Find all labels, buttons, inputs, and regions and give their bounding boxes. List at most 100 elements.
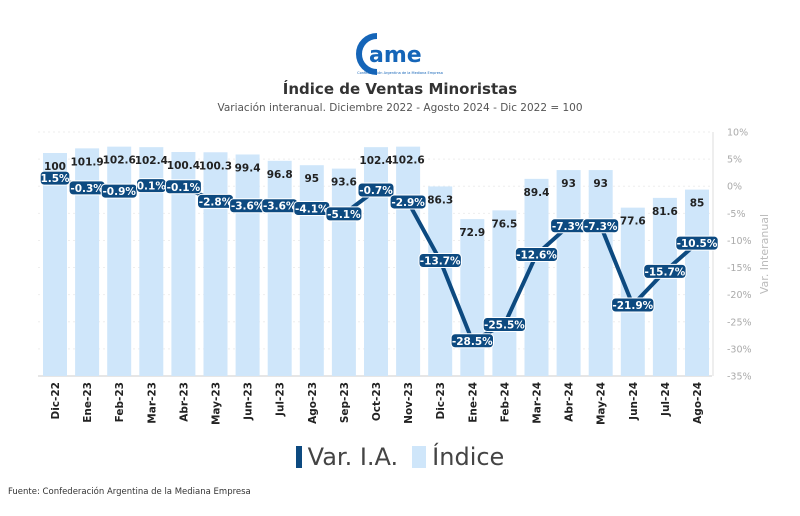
bar xyxy=(364,147,388,376)
y2-tick-label: -15% xyxy=(727,263,752,274)
bar xyxy=(652,197,677,376)
line-data-label: -4.1% xyxy=(295,203,329,215)
x-tick-label: Ago-24 xyxy=(692,382,704,424)
bar xyxy=(524,178,549,376)
line-data-label: -12.6% xyxy=(516,250,557,262)
chart-title: Índice de Ventas Minoristas xyxy=(282,80,518,98)
y2-tick-label: -5% xyxy=(727,209,746,220)
x-tick-label: Sep-23 xyxy=(339,382,351,423)
x-tick-label: Ene-24 xyxy=(467,382,479,423)
line-data-label: 1.5% xyxy=(40,173,70,185)
line-data-label: -25.5% xyxy=(484,319,525,331)
bar-data-label: 96.8 xyxy=(267,169,293,181)
y2-tick-label: -25% xyxy=(727,317,752,328)
y2-tick-label: -30% xyxy=(727,344,752,355)
bar-swatch-icon xyxy=(412,446,427,468)
x-tick-label: Feb-24 xyxy=(499,382,511,422)
legend-item-indice[interactable]: Índice xyxy=(412,443,504,471)
x-tick-label: May-23 xyxy=(211,382,223,425)
line-data-label: -0.7% xyxy=(359,185,393,197)
legend: Var. I.A. Índice xyxy=(0,443,800,471)
svg-text:Confederación Argentina de la: Confederación Argentina de la Mediana Em… xyxy=(357,71,443,75)
x-tick-label: Dic-22 xyxy=(50,382,62,420)
bar xyxy=(235,154,260,376)
bar-data-label: 100 xyxy=(44,161,66,173)
line-data-label: -13.7% xyxy=(420,256,461,268)
bar xyxy=(203,152,228,376)
bar xyxy=(685,189,709,376)
bar xyxy=(620,207,645,376)
bar-data-label: 95 xyxy=(304,173,319,185)
bar-data-label: 102.6 xyxy=(391,155,424,167)
line-label-box xyxy=(675,235,719,251)
line-label-box xyxy=(582,218,620,234)
came-logo: ame Confederación Argentina de la Median… xyxy=(356,33,443,75)
x-tick-label: Ene-23 xyxy=(82,382,94,423)
line-data-label: -15.7% xyxy=(645,266,686,278)
line-label-box xyxy=(325,206,363,222)
x-tick-label: Jun-23 xyxy=(243,382,255,421)
line-label-box xyxy=(418,253,462,269)
y2-tick-label: -35% xyxy=(727,372,752,383)
line-label-box xyxy=(450,333,495,349)
bar-data-label: 77.6 xyxy=(620,216,646,228)
x-tick-label: Dic-23 xyxy=(435,382,447,420)
line-label-box xyxy=(482,316,527,332)
line-data-label: -7.3% xyxy=(552,221,586,233)
line-data-label: 0.1% xyxy=(137,181,167,193)
plot-area: 10% 5% 0% -5% -10% -15% -20% -25% -30% -35% Var. I… xyxy=(38,128,771,425)
y2-tick-label: -10% xyxy=(727,236,752,247)
bar-data-label: 99.4 xyxy=(235,162,261,174)
line-data-label: -7.3% xyxy=(584,221,618,233)
line-data-label: -0.9% xyxy=(102,186,136,198)
bar-data-label: 93.6 xyxy=(331,177,357,189)
y2-axis-title: Var. Interanual xyxy=(758,214,771,294)
line-data-label: -2.8% xyxy=(199,196,233,208)
x-tick-label: Oct-23 xyxy=(371,382,383,421)
bar xyxy=(107,146,132,376)
line-swatch-icon xyxy=(295,446,302,468)
bar xyxy=(588,170,613,376)
source-note: Fuente: Confederación Argentina de la Me… xyxy=(8,487,251,497)
bar xyxy=(556,170,581,376)
x-tick-label: Feb-23 xyxy=(114,382,126,422)
line-label-box xyxy=(611,297,655,313)
x-tick-label: Abr-24 xyxy=(564,382,576,422)
line-data-label: -28.5% xyxy=(452,336,493,348)
bar xyxy=(331,168,356,376)
legend-label-var: Var. I.A. xyxy=(307,443,399,471)
x-tick-label: Jul-24 xyxy=(660,382,672,417)
bar-data-label: 86.3 xyxy=(427,194,453,206)
bar-data-label: 85 xyxy=(690,198,705,210)
line-label-box xyxy=(39,170,71,186)
line-data-label: -3.6% xyxy=(231,201,265,213)
y2-tick-label: 10% xyxy=(727,128,748,139)
bar-data-label: 89.4 xyxy=(524,187,550,199)
bar-data-label: 101.9 xyxy=(70,156,103,168)
bar xyxy=(396,146,421,376)
line-data-label: -0.1% xyxy=(167,182,201,194)
y2-tick-label: 0% xyxy=(727,182,742,193)
x-tick-label: Jul-23 xyxy=(275,382,287,417)
svg-text:ame: ame xyxy=(369,43,422,68)
x-tick-label: Abr-23 xyxy=(178,382,190,422)
bar xyxy=(460,219,485,376)
line-label-box xyxy=(164,179,202,195)
line-data-label: -10.5% xyxy=(677,238,718,250)
line-data-label: -3.6% xyxy=(263,201,297,213)
line-label-box xyxy=(357,182,395,198)
chart-subtitle: Variación interanual. Diciembre 2022 - A… xyxy=(217,102,583,114)
bar-data-label: 100.4 xyxy=(167,160,200,172)
x-tick-label: Ago-23 xyxy=(307,382,319,424)
line-label-box xyxy=(389,194,427,210)
bar-data-label: 76.5 xyxy=(491,218,517,230)
legend-item-var[interactable]: Var. I.A. xyxy=(295,443,399,471)
bar-data-label: 102.6 xyxy=(103,155,136,167)
bar xyxy=(43,153,67,376)
bar xyxy=(492,210,517,376)
legend-label-indice: Índice xyxy=(432,443,505,471)
line-label-box xyxy=(643,263,687,279)
bar-data-label: 102.4 xyxy=(135,155,168,167)
x-tick-label: Mar-24 xyxy=(532,382,544,424)
